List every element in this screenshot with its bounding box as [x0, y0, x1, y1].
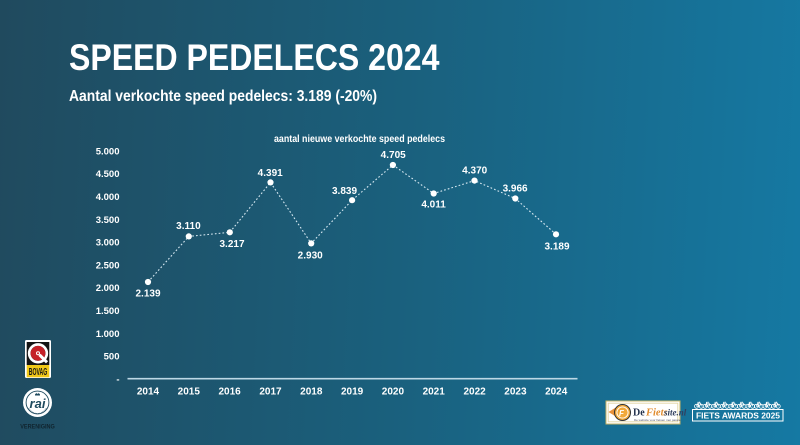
svg-text:Fiets: Fiets	[645, 408, 668, 419]
svg-text:2.000: 2.000	[96, 283, 120, 294]
svg-text:2.139: 2.139	[135, 289, 160, 300]
svg-text:4.000: 4.000	[96, 192, 120, 203]
svg-text:De website voor fietsen met pa: De website voor fietsen met passie	[634, 418, 681, 422]
svg-text:3.110: 3.110	[176, 221, 201, 232]
svg-text:1.500: 1.500	[96, 306, 120, 317]
svg-text:VERENIGING: VERENIGING	[20, 424, 55, 431]
svg-text:3.000: 3.000	[96, 238, 120, 249]
svg-text:2018: 2018	[300, 387, 323, 398]
svg-text:4.370: 4.370	[462, 166, 487, 177]
svg-text:3.839: 3.839	[332, 186, 357, 197]
svg-text:500: 500	[104, 352, 120, 363]
svg-text:2022: 2022	[463, 387, 486, 398]
svg-text:2.930: 2.930	[298, 251, 323, 262]
svg-text:4.500: 4.500	[96, 169, 120, 180]
svg-text:rai: rai	[30, 396, 46, 411]
svg-text:2017: 2017	[259, 387, 282, 398]
svg-text:aantal nieuwe verkochte speed: aantal nieuwe verkochte speed pedelecs	[274, 133, 445, 145]
svg-text:3.189: 3.189	[544, 241, 569, 252]
svg-text:-: -	[116, 374, 119, 385]
svg-text:F: F	[619, 409, 625, 418]
svg-text:2.500: 2.500	[96, 260, 120, 271]
svg-text:4.705: 4.705	[381, 150, 406, 161]
svg-text:2024: 2024	[545, 387, 568, 398]
svg-text:De: De	[633, 408, 645, 419]
svg-text:site.nl: site.nl	[663, 408, 687, 418]
svg-text:1.000: 1.000	[96, 329, 120, 340]
svg-text:3.500: 3.500	[96, 215, 120, 226]
svg-text:2020: 2020	[382, 387, 405, 398]
svg-text:2021: 2021	[423, 387, 446, 398]
svg-text:BOVAG: BOVAG	[29, 366, 48, 378]
svg-text:2023: 2023	[504, 387, 527, 398]
svg-text:FIETS AWARDS 2025: FIETS AWARDS 2025	[696, 410, 780, 420]
svg-text:2016: 2016	[218, 387, 241, 398]
svg-text:4.391: 4.391	[258, 168, 283, 179]
svg-text:2015: 2015	[178, 387, 201, 398]
svg-text:5.000: 5.000	[96, 146, 120, 157]
svg-text:3.217: 3.217	[219, 239, 244, 250]
svg-text:4.011: 4.011	[421, 200, 446, 211]
svg-text:2014: 2014	[137, 387, 160, 398]
svg-text:3.966: 3.966	[503, 183, 528, 194]
svg-text:2019: 2019	[341, 387, 364, 398]
